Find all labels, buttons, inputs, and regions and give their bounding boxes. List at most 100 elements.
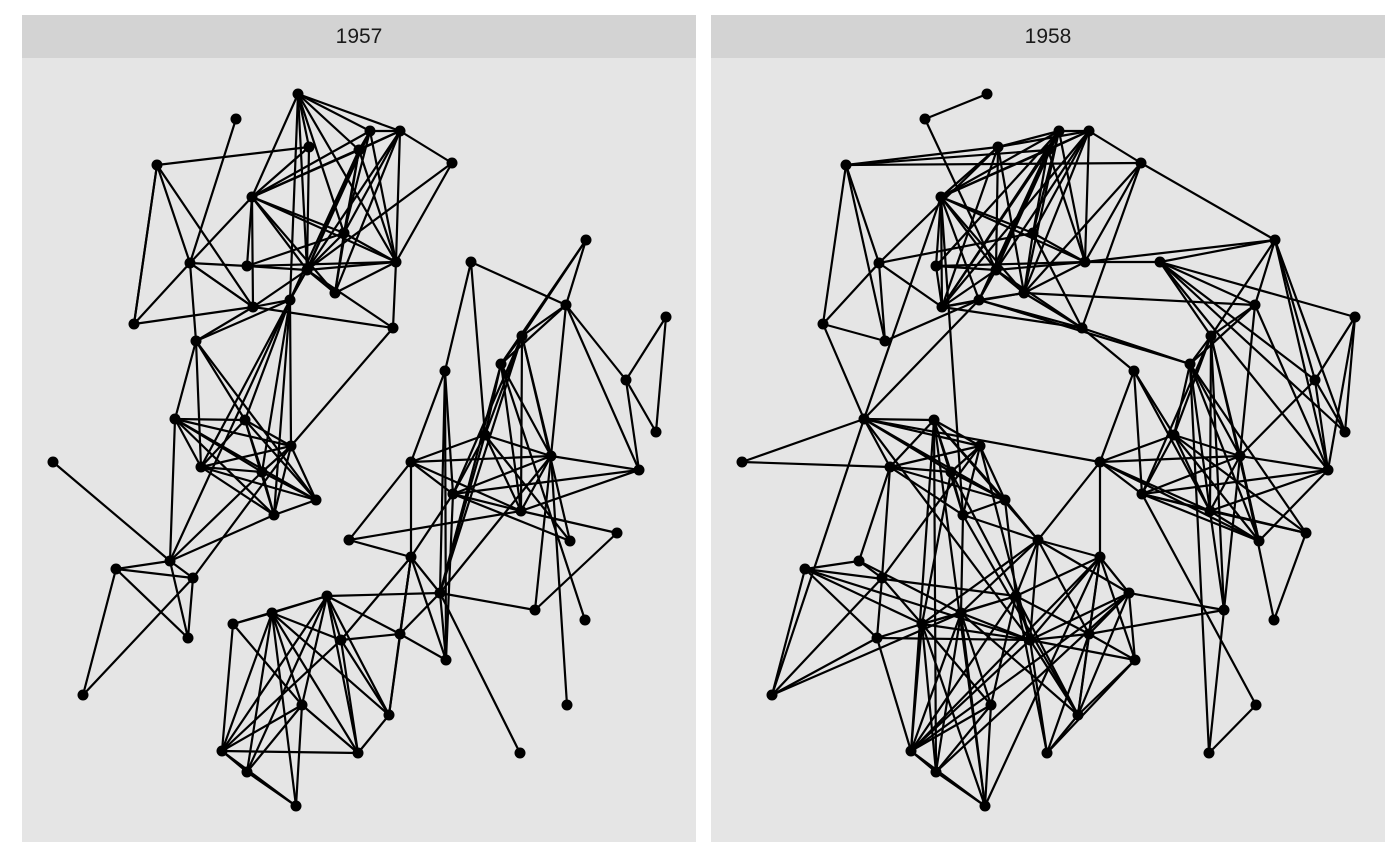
node-2 — [1053, 125, 1065, 137]
node-17 — [284, 294, 296, 306]
edge-61-66 — [300, 703, 360, 755]
edge-13-14 — [1022, 260, 1087, 295]
edge-38-40 — [1172, 433, 1242, 458]
edge-20-22 — [469, 260, 568, 307]
edge-61-68 — [294, 703, 304, 808]
node-16 — [247, 301, 259, 313]
edge-55-64 — [909, 594, 1018, 753]
node-54 — [955, 607, 967, 619]
edge-33-46 — [168, 470, 264, 563]
edge-23-27 — [1313, 315, 1357, 382]
edge-36-43 — [961, 513, 1040, 542]
node-53 — [916, 618, 928, 630]
edge-16-17 — [940, 298, 981, 309]
node-60 — [766, 689, 778, 701]
node-59 — [871, 632, 883, 644]
edge-0-8 — [250, 92, 300, 199]
edge-4-5 — [155, 145, 311, 167]
edge-15-16 — [132, 305, 255, 326]
node-20 — [1154, 256, 1166, 268]
edge-21-24 — [1209, 238, 1277, 338]
edge-47-48 — [114, 567, 195, 580]
node-36 — [268, 509, 280, 521]
node-52 — [579, 614, 591, 626]
edge-20-21 — [1158, 238, 1277, 264]
edge-18-34 — [289, 326, 395, 448]
edge-29-31 — [862, 417, 892, 469]
edge-0-6 — [296, 92, 361, 152]
edge-59-64 — [875, 636, 913, 753]
edge-3-7 — [398, 129, 454, 165]
network-plot-1958 — [736, 88, 1361, 812]
node-28 — [1339, 426, 1351, 438]
node-38 — [1168, 429, 1180, 441]
node-49 — [405, 551, 417, 563]
network-plot-1957 — [47, 88, 672, 812]
edge-4-19 — [844, 163, 887, 343]
edge-17-32 — [243, 298, 292, 422]
edge-31-33 — [199, 465, 264, 474]
edge-33-34 — [949, 444, 982, 474]
edge-14-17 — [977, 291, 1026, 302]
edge-54-62 — [270, 611, 391, 717]
edge-4-15 — [821, 163, 848, 326]
node-25 — [1184, 358, 1196, 370]
node-23 — [660, 311, 672, 323]
node-24 — [516, 330, 528, 342]
edge-63-67 — [1207, 703, 1258, 755]
edge-38-39 — [1140, 433, 1176, 496]
node-68 — [290, 800, 302, 812]
edge-47-55 — [803, 567, 1018, 598]
node-14 — [329, 287, 341, 299]
edge-61-64 — [909, 703, 993, 753]
node-50 — [434, 587, 446, 599]
edge-27-28 — [624, 378, 658, 434]
edge-31-35 — [199, 465, 318, 502]
edge-2-13 — [368, 129, 398, 264]
node-15 — [817, 318, 829, 330]
node-63 — [1250, 699, 1262, 711]
node-13 — [1079, 256, 1091, 268]
edge-48-59 — [186, 576, 195, 640]
edge-50-55 — [325, 591, 442, 598]
node-22 — [560, 299, 572, 311]
edge-38-40 — [483, 433, 553, 458]
node-43 — [1032, 534, 1044, 546]
node-5 — [992, 141, 1004, 153]
edge-24-25 — [1188, 334, 1213, 366]
edge-27-22 — [564, 303, 628, 382]
edge-56-57 — [1028, 632, 1091, 642]
edge-31-36 — [199, 465, 276, 517]
edge-48-60 — [770, 576, 884, 697]
node-7 — [1135, 157, 1147, 169]
edge-26-37 — [1098, 369, 1136, 464]
edge-50-67 — [438, 591, 522, 755]
edge-25-38 — [1172, 362, 1192, 437]
edge-38-39 — [451, 433, 487, 496]
edge-55-57 — [325, 594, 402, 636]
edge-7-13 — [1083, 161, 1143, 264]
edge-25-44 — [1188, 362, 1261, 543]
node-52 — [1268, 614, 1280, 626]
node-39 — [1136, 488, 1148, 500]
edge-42-51 — [1208, 509, 1226, 612]
node-31 — [884, 461, 896, 473]
edge-8-17 — [939, 195, 981, 302]
edge-38-50 — [438, 433, 487, 595]
edge-2-14 — [1022, 129, 1061, 295]
edge-8-13 — [939, 195, 1087, 264]
edge-65-68 — [934, 770, 987, 808]
edge-53-65 — [920, 622, 938, 774]
edge-48-60 — [81, 576, 195, 697]
node-39 — [447, 488, 459, 500]
edge-37-38 — [1098, 433, 1176, 464]
edge-6-13 — [357, 148, 398, 264]
facet-panel-1957: 1957 — [22, 15, 696, 842]
node-61 — [985, 699, 997, 711]
edge-55-65 — [245, 594, 329, 774]
node-36 — [957, 509, 969, 521]
edge-55-64 — [220, 594, 329, 753]
edge-60-59 — [770, 636, 879, 697]
node-41 — [633, 464, 645, 476]
edge-6-8 — [939, 148, 1050, 199]
